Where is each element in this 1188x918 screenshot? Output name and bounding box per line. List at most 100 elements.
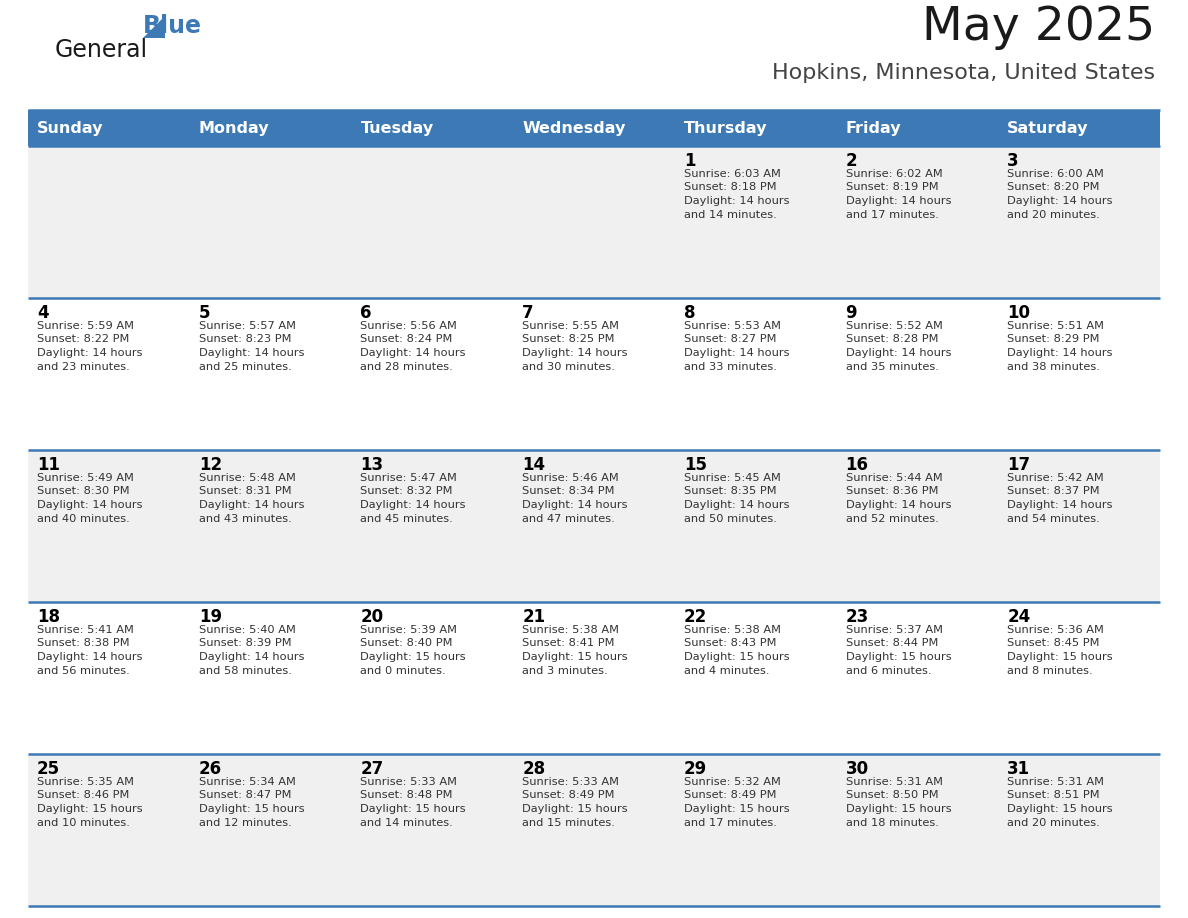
- Text: Sunset: 8:22 PM: Sunset: 8:22 PM: [37, 334, 129, 344]
- Text: Sunrise: 5:41 AM: Sunrise: 5:41 AM: [37, 625, 134, 635]
- Text: Sunrise: 5:40 AM: Sunrise: 5:40 AM: [198, 625, 296, 635]
- Text: 23: 23: [846, 608, 868, 626]
- Text: and 56 minutes.: and 56 minutes.: [37, 666, 129, 676]
- Bar: [29, 602, 190, 754]
- Text: Sunrise: 5:59 AM: Sunrise: 5:59 AM: [37, 321, 134, 331]
- Text: Daylight: 14 hours: Daylight: 14 hours: [1007, 196, 1113, 206]
- Bar: [998, 298, 1159, 450]
- Text: 30: 30: [846, 760, 868, 778]
- Bar: [513, 110, 675, 146]
- Bar: [836, 754, 998, 906]
- Text: 16: 16: [846, 456, 868, 474]
- Text: Sunset: 8:48 PM: Sunset: 8:48 PM: [360, 790, 453, 800]
- Text: 6: 6: [360, 304, 372, 322]
- Text: Daylight: 15 hours: Daylight: 15 hours: [37, 804, 143, 814]
- Text: 8: 8: [684, 304, 695, 322]
- Text: 13: 13: [360, 456, 384, 474]
- Text: Sunset: 8:24 PM: Sunset: 8:24 PM: [360, 334, 453, 344]
- Text: 24: 24: [1007, 608, 1030, 626]
- Bar: [513, 754, 675, 906]
- Text: Friday: Friday: [846, 120, 902, 136]
- Text: and 25 minutes.: and 25 minutes.: [198, 362, 291, 372]
- Text: Daylight: 14 hours: Daylight: 14 hours: [684, 500, 789, 510]
- Text: Wednesday: Wednesday: [523, 120, 626, 136]
- Bar: [352, 110, 513, 146]
- Text: Sunset: 8:47 PM: Sunset: 8:47 PM: [198, 790, 291, 800]
- Bar: [190, 110, 352, 146]
- Bar: [190, 450, 352, 602]
- Bar: [998, 110, 1159, 146]
- Text: 11: 11: [37, 456, 61, 474]
- Text: General: General: [55, 38, 148, 62]
- Bar: [998, 450, 1159, 602]
- Text: Sunrise: 5:31 AM: Sunrise: 5:31 AM: [846, 777, 942, 787]
- Bar: [836, 298, 998, 450]
- Text: Daylight: 14 hours: Daylight: 14 hours: [846, 348, 952, 358]
- Text: Blue: Blue: [143, 14, 202, 38]
- Bar: [190, 602, 352, 754]
- Bar: [29, 146, 190, 298]
- Text: Sunrise: 5:48 AM: Sunrise: 5:48 AM: [198, 473, 296, 483]
- Text: and 54 minutes.: and 54 minutes.: [1007, 513, 1100, 523]
- Text: 31: 31: [1007, 760, 1030, 778]
- Text: 5: 5: [198, 304, 210, 322]
- Text: 15: 15: [684, 456, 707, 474]
- Bar: [836, 110, 998, 146]
- Text: Daylight: 14 hours: Daylight: 14 hours: [684, 348, 789, 358]
- Text: Sunset: 8:40 PM: Sunset: 8:40 PM: [360, 639, 453, 648]
- Text: 19: 19: [198, 608, 222, 626]
- Text: Sunset: 8:25 PM: Sunset: 8:25 PM: [523, 334, 614, 344]
- Bar: [675, 298, 836, 450]
- Bar: [836, 146, 998, 298]
- Text: Daylight: 14 hours: Daylight: 14 hours: [360, 348, 466, 358]
- Text: Sunset: 8:36 PM: Sunset: 8:36 PM: [846, 487, 939, 497]
- Text: Sunset: 8:46 PM: Sunset: 8:46 PM: [37, 790, 129, 800]
- Text: and 50 minutes.: and 50 minutes.: [684, 513, 777, 523]
- Text: Sunset: 8:44 PM: Sunset: 8:44 PM: [846, 639, 939, 648]
- Text: Daylight: 15 hours: Daylight: 15 hours: [523, 652, 627, 662]
- Text: and 52 minutes.: and 52 minutes.: [846, 513, 939, 523]
- Text: and 45 minutes.: and 45 minutes.: [360, 513, 453, 523]
- Text: Sunset: 8:32 PM: Sunset: 8:32 PM: [360, 487, 453, 497]
- Text: Daylight: 14 hours: Daylight: 14 hours: [1007, 348, 1113, 358]
- Text: 27: 27: [360, 760, 384, 778]
- Text: and 33 minutes.: and 33 minutes.: [684, 362, 777, 372]
- Text: 25: 25: [37, 760, 61, 778]
- Text: Daylight: 14 hours: Daylight: 14 hours: [198, 500, 304, 510]
- Text: 21: 21: [523, 608, 545, 626]
- Text: Sunrise: 5:39 AM: Sunrise: 5:39 AM: [360, 625, 457, 635]
- Bar: [836, 450, 998, 602]
- Text: 10: 10: [1007, 304, 1030, 322]
- Text: Daylight: 15 hours: Daylight: 15 hours: [684, 652, 790, 662]
- Text: 29: 29: [684, 760, 707, 778]
- Polygon shape: [143, 16, 165, 38]
- Text: Sunrise: 5:42 AM: Sunrise: 5:42 AM: [1007, 473, 1104, 483]
- Text: Sunrise: 5:51 AM: Sunrise: 5:51 AM: [1007, 321, 1105, 331]
- Bar: [352, 450, 513, 602]
- Text: Sunrise: 5:33 AM: Sunrise: 5:33 AM: [523, 777, 619, 787]
- Text: Sunset: 8:38 PM: Sunset: 8:38 PM: [37, 639, 129, 648]
- Text: and 20 minutes.: and 20 minutes.: [1007, 818, 1100, 827]
- Text: Tuesday: Tuesday: [360, 120, 434, 136]
- Text: Daylight: 14 hours: Daylight: 14 hours: [198, 652, 304, 662]
- Text: and 6 minutes.: and 6 minutes.: [846, 666, 931, 676]
- Bar: [29, 110, 190, 146]
- Text: 18: 18: [37, 608, 61, 626]
- Text: 3: 3: [1007, 152, 1019, 170]
- Text: May 2025: May 2025: [922, 5, 1155, 50]
- Text: Daylight: 15 hours: Daylight: 15 hours: [198, 804, 304, 814]
- Text: Sunset: 8:23 PM: Sunset: 8:23 PM: [198, 334, 291, 344]
- Text: 2: 2: [846, 152, 858, 170]
- Bar: [675, 754, 836, 906]
- Text: and 3 minutes.: and 3 minutes.: [523, 666, 608, 676]
- Text: Sunrise: 5:31 AM: Sunrise: 5:31 AM: [1007, 777, 1105, 787]
- Text: 20: 20: [360, 608, 384, 626]
- Text: Daylight: 15 hours: Daylight: 15 hours: [684, 804, 790, 814]
- Text: and 8 minutes.: and 8 minutes.: [1007, 666, 1093, 676]
- Text: Sunrise: 5:44 AM: Sunrise: 5:44 AM: [846, 473, 942, 483]
- Text: 12: 12: [198, 456, 222, 474]
- Text: Daylight: 15 hours: Daylight: 15 hours: [523, 804, 627, 814]
- Text: Sunset: 8:45 PM: Sunset: 8:45 PM: [1007, 639, 1100, 648]
- Text: Sunrise: 6:00 AM: Sunrise: 6:00 AM: [1007, 169, 1104, 179]
- Text: and 18 minutes.: and 18 minutes.: [846, 818, 939, 827]
